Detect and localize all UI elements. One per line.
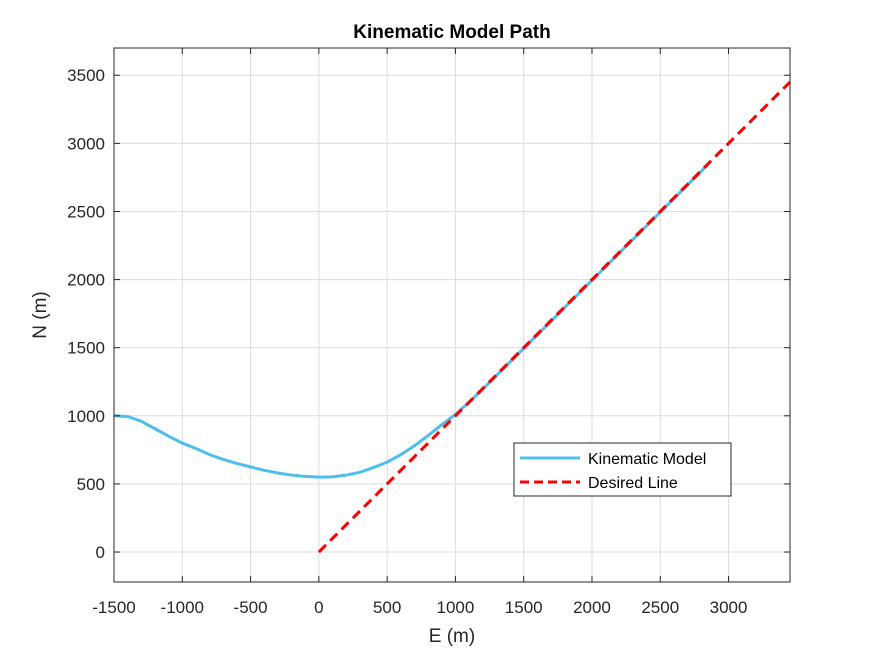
tick-layer: -1500 -1000 -500 0 500 1000 1500 2000 2500 3000 0 5…	[67, 48, 790, 617]
axes-box	[113, 47, 791, 583]
legend-box	[513, 442, 732, 497]
y-tick-label: 0	[96, 543, 105, 562]
y-tick-label: 2000	[67, 271, 105, 290]
y-tick-label: 1000	[67, 407, 105, 426]
x-tick-label: 0	[314, 598, 323, 617]
x-tick-label: -1500	[92, 598, 135, 617]
x-tick-label: 1500	[505, 598, 543, 617]
x-tick-label: -1000	[161, 598, 204, 617]
y-axis-label: N (m)	[30, 291, 51, 338]
legend-label-desired-line: Desired Line	[588, 475, 678, 492]
y-tick-label: 3500	[67, 66, 105, 85]
y-tick-label: 2500	[67, 202, 105, 221]
legend-label-kinematic-model: Kinematic Model	[588, 451, 706, 468]
legend: Kinematic Model Desired Line	[513, 442, 732, 497]
x-tick-label: -500	[234, 598, 268, 617]
x-tick-label: 500	[373, 598, 401, 617]
x-tick-label: 1000	[437, 598, 475, 617]
y-tick-label: 3000	[67, 134, 105, 153]
chart-title: Kinematic Model Path	[353, 22, 550, 43]
x-tick-label: 2500	[641, 598, 679, 617]
y-tick-label: 500	[77, 475, 105, 494]
x-tick-label: 3000	[710, 598, 748, 617]
series-layer	[113, 80, 792, 554]
plot-area	[114, 48, 790, 582]
x-tick-label: 2000	[573, 598, 611, 617]
y-tick-label: 1500	[67, 339, 105, 358]
x-axis-label: E (m)	[429, 626, 475, 647]
